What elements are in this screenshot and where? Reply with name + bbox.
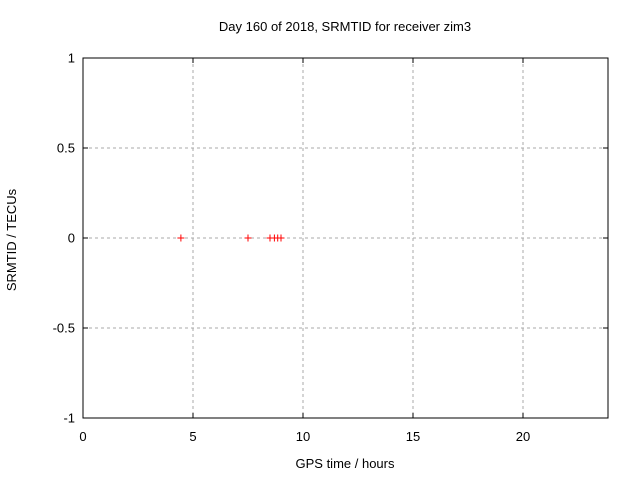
x-tick-label: 20 — [516, 429, 530, 444]
tick-marks — [82, 57, 608, 419]
x-tick-label: 15 — [406, 429, 420, 444]
data-point-plus — [277, 234, 285, 242]
data-points — [177, 234, 285, 242]
x-tick-label: 0 — [79, 429, 86, 444]
y-tick-labels: -1 -0.5 0 0.5 1 — [53, 51, 75, 426]
x-tick-label: 10 — [296, 429, 310, 444]
y-tick-label: 0 — [68, 231, 75, 246]
x-tick-label: 5 — [189, 429, 196, 444]
x-tick-labels: 0 5 10 15 20 — [79, 429, 530, 444]
chart-title: Day 160 of 2018, SRMTID for receiver zim… — [219, 19, 471, 34]
y-tick-label: 1 — [68, 51, 75, 66]
data-point-plus — [177, 234, 185, 242]
y-axis-label: SRMTID / TECUs — [4, 188, 19, 291]
y-tick-label: 0.5 — [57, 141, 75, 156]
y-tick-label: -1 — [63, 411, 75, 426]
x-axis-label: GPS time / hours — [296, 456, 395, 471]
data-point-plus — [244, 234, 252, 242]
grid-lines — [83, 58, 608, 418]
y-tick-label: -0.5 — [53, 321, 75, 336]
